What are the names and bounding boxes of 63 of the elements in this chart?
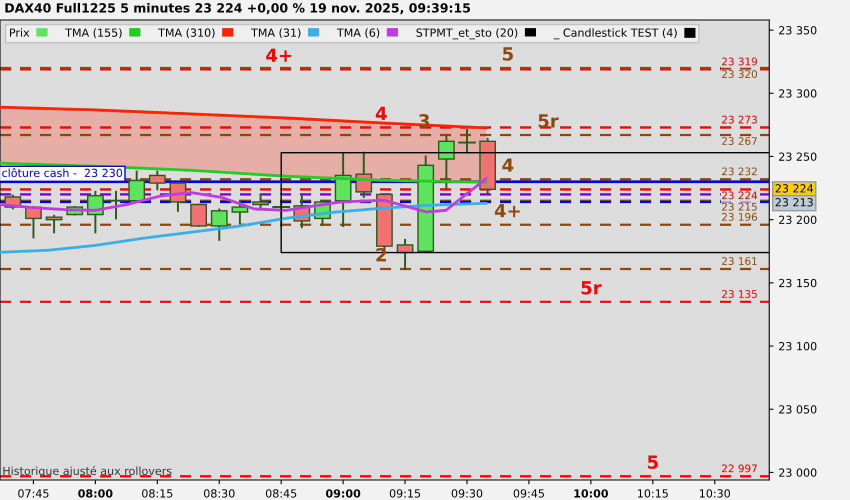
- x-tick-label: 08:15: [142, 489, 172, 498]
- ref-line-label: 23 273: [722, 116, 757, 124]
- annotation: 5r: [582, 281, 602, 295]
- candlestick: [46, 214, 62, 234]
- annotation: 4+: [266, 48, 292, 62]
- ref-line-label: 23 196: [722, 212, 758, 221]
- candlestick: [148, 170, 166, 190]
- annotation: 4: [502, 158, 514, 172]
- line-series: [0, 106, 488, 130]
- candlestick: [252, 193, 269, 211]
- chart-title: DAX40 Full1225 5 minutes 23 224 +0,00 % 19 nov. 2025, 09:39:15: [5, 2, 470, 14]
- ref-line-label: 22 997: [722, 464, 757, 472]
- ref-line-label: 23 215: [722, 202, 757, 211]
- annotation: 23 224: [776, 184, 814, 193]
- candlestick: [190, 204, 207, 227]
- x-tick-label: 08:45: [266, 489, 296, 498]
- candlestick: [210, 208, 228, 241]
- annotation: _ Candlestick TEST (4): [554, 28, 677, 40]
- y-tick-label: 23 350: [779, 26, 816, 34]
- candlestick: [128, 170, 146, 202]
- annotation: 4+: [494, 204, 520, 218]
- y-tick-label: 23 100: [779, 342, 816, 350]
- y-tick-label: 23 150: [779, 278, 816, 288]
- y-tick-label: 23 200: [779, 216, 816, 224]
- x-tick-label: 10:30: [700, 489, 730, 498]
- legend-label: TMA (31): [251, 28, 300, 38]
- annotation: 4: [376, 106, 387, 120]
- y-tick-label: 23 050: [779, 405, 816, 414]
- annotation: 5: [502, 47, 513, 61]
- x-tick-label: 09:45: [514, 489, 544, 498]
- x-tick-label: 08:00: [78, 489, 113, 498]
- ref-line-label: 23 320: [722, 70, 758, 78]
- ref-line-label: 23 267: [722, 137, 757, 145]
- legend-label: TMA (155): [65, 28, 122, 38]
- annotation: Historique ajusté aux rollovers: [3, 466, 172, 478]
- annotation: 5: [648, 456, 658, 469]
- candlestick: [458, 128, 476, 154]
- x-tick-label: 08:30: [204, 489, 235, 498]
- ref-line-label: 23 319: [722, 57, 757, 66]
- legend-label: Prix: [10, 28, 30, 37]
- x-tick-label: 09:30: [452, 489, 482, 498]
- ref-line-label: clôture cash - 23 230: [2, 168, 122, 178]
- ref-line-label: 23 161: [722, 257, 757, 266]
- x-tick-label: 10:15: [638, 489, 668, 498]
- x-tick-label: 09:15: [390, 489, 420, 498]
- legend-label: TMA (310): [158, 28, 215, 38]
- y-tick-label: 23 000: [779, 468, 816, 477]
- candlestick: [272, 200, 290, 227]
- y-tick-label: 23 250: [779, 152, 816, 161]
- candlestick: [107, 190, 125, 220]
- candlestick: [438, 135, 455, 190]
- x-tick-label: 09:00: [326, 489, 360, 498]
- candlestick: [232, 200, 248, 224]
- legend-label: STPMT_et_sto (20): [416, 28, 518, 40]
- annotation: 23 213: [776, 198, 813, 206]
- y-tick-label: 23 300: [779, 89, 816, 98]
- x-tick-label: 07:45: [18, 489, 48, 498]
- annotation: 5r: [538, 114, 559, 128]
- ref-line-label: 23 224: [722, 191, 758, 200]
- ref-line-label: 23 135: [722, 290, 757, 298]
- x-tick-label: 10:00: [574, 489, 608, 498]
- legend-label: TMA (6): [336, 28, 380, 38]
- ref-line-label: 23 232: [722, 167, 757, 176]
